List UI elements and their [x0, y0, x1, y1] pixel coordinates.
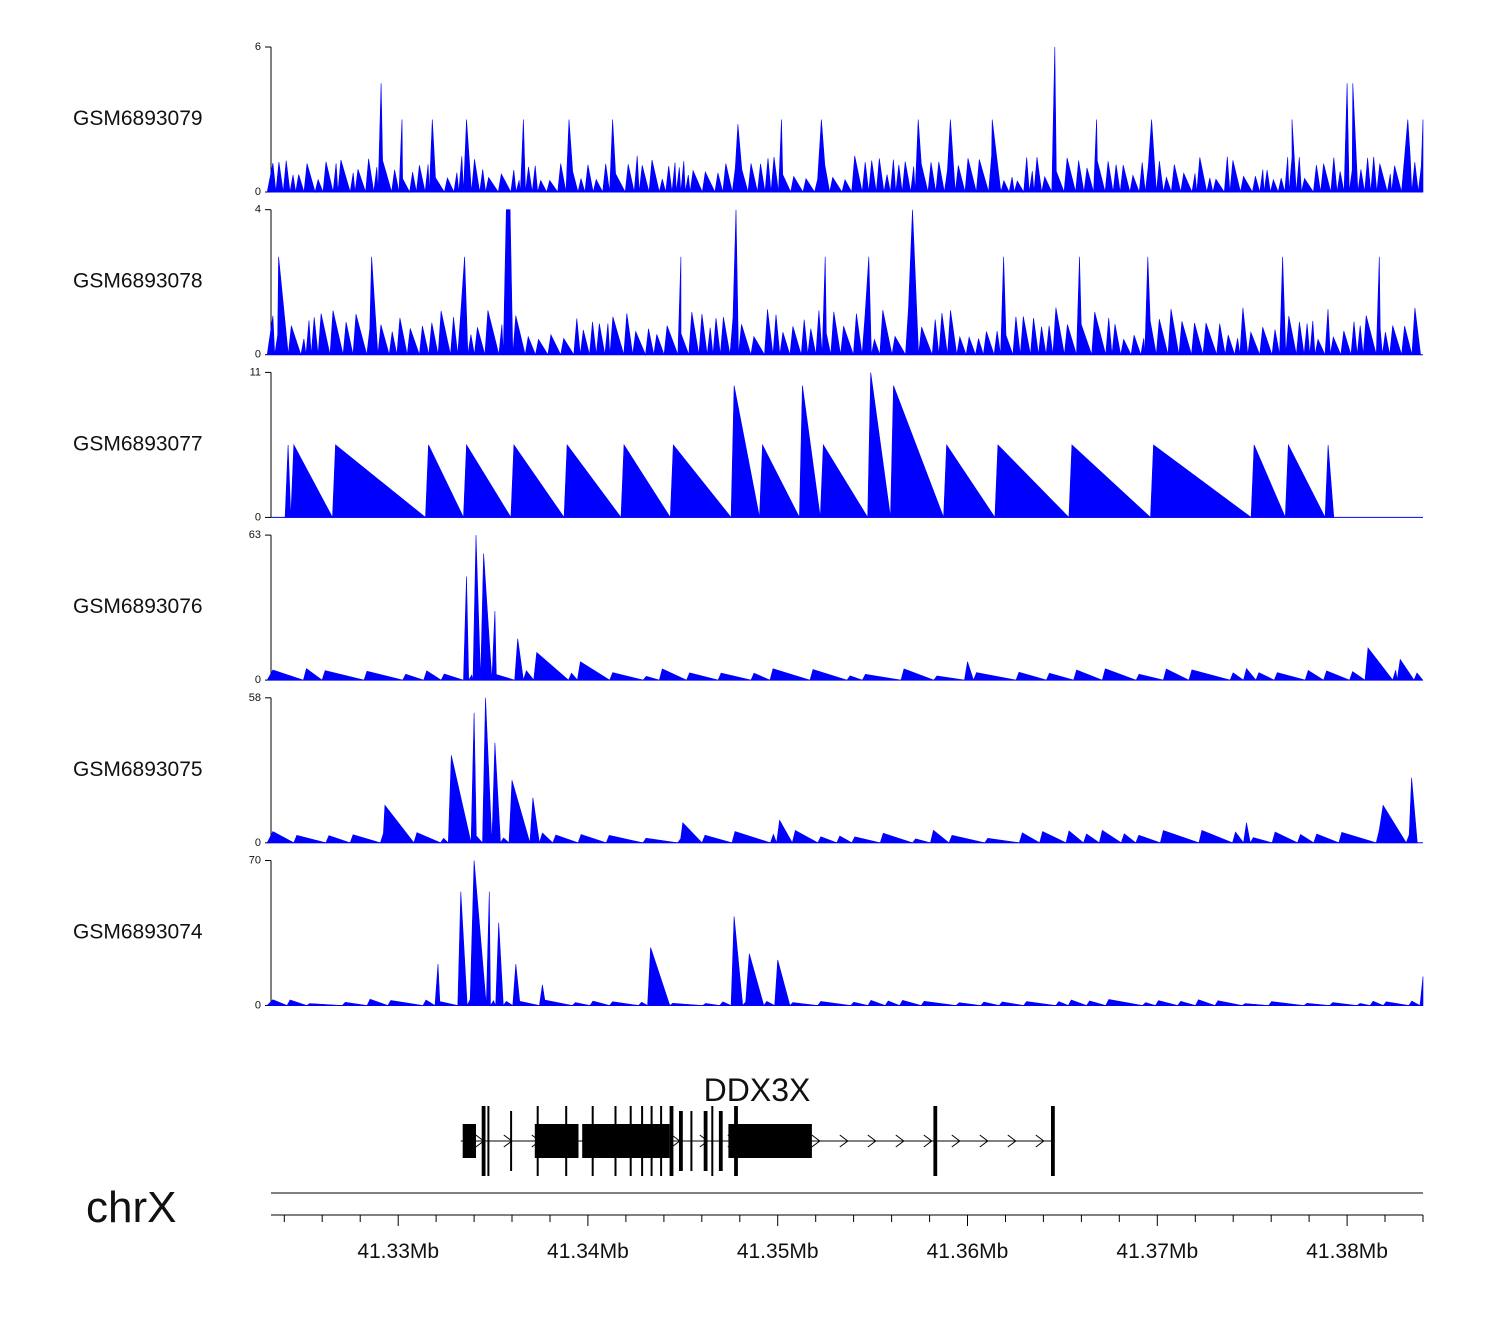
y-min-label: 0 [255, 674, 261, 686]
gene-name-label: DDX3X [704, 1072, 811, 1108]
strand-arrow [895, 1134, 905, 1148]
exon [614, 1106, 617, 1176]
exon [650, 1106, 653, 1176]
y-min-label: 0 [255, 186, 261, 198]
strand-arrow [1035, 1134, 1045, 1148]
y-min-label: 0 [255, 837, 261, 849]
y-max-label: 70 [249, 855, 261, 867]
exon [629, 1106, 632, 1176]
coverage-area [266, 46, 1424, 194]
track-label: GSM6893074 [73, 921, 203, 944]
axis-tick-label: 41.37Mb [1116, 1240, 1198, 1263]
track-GSM6893077: GSM6893077 11 0 [73, 366, 1423, 523]
genomic-axis: chrX 41.33Mb 41.34Mb 41.35Mb 41.36Mb 41.37Mb… [86, 1183, 1424, 1263]
track-GSM6893074: GSM6893074 70 0 [73, 855, 1424, 1012]
track-GSM6893075: GSM6893075 58 0 [73, 692, 1423, 849]
track-GSM6893076: GSM6893076 63 0 [73, 529, 1424, 686]
axis-tick-label: 41.34Mb [547, 1240, 629, 1263]
track-GSM6893078: GSM6893078 4 0 [73, 204, 1423, 361]
exon [462, 1124, 476, 1158]
gene-annotation-track: DDX3X [460, 1072, 1055, 1176]
exon [660, 1106, 663, 1176]
axis-tick-label: 41.36Mb [927, 1240, 1009, 1263]
exon [536, 1106, 539, 1176]
track-label: GSM6893075 [73, 758, 203, 781]
coverage-tracks: GSM689307960GSM689307840GSM6893077110GSM… [73, 41, 1424, 1012]
y-max-label: 58 [249, 692, 261, 704]
y-max-label: 4 [255, 204, 261, 216]
strand-arrow [699, 1134, 709, 1148]
strand-arrow [867, 1134, 877, 1148]
exon [703, 1111, 708, 1171]
exon [728, 1124, 812, 1158]
track-label: GSM6893078 [73, 270, 203, 293]
strand-arrow [811, 1134, 821, 1148]
coverage-area [266, 697, 1418, 844]
y-min-label: 0 [255, 511, 261, 523]
exon [711, 1106, 714, 1176]
axis-tick-label: 41.38Mb [1306, 1240, 1388, 1263]
exon [690, 1111, 693, 1171]
exon [487, 1106, 490, 1176]
exon [534, 1124, 579, 1158]
exon [718, 1111, 723, 1171]
coverage-area [266, 860, 1424, 1007]
track-label: GSM6893077 [73, 432, 203, 455]
strand-arrow [923, 1134, 933, 1148]
strand-arrow [839, 1134, 849, 1148]
track-GSM6893079: GSM6893079 6 0 [73, 41, 1424, 198]
strand-arrow [979, 1134, 989, 1148]
exon [933, 1106, 938, 1176]
strand-arrow [1007, 1134, 1017, 1148]
exon [565, 1106, 568, 1176]
y-min-label: 0 [255, 349, 261, 361]
track-label: GSM6893076 [73, 595, 203, 618]
coverage-area [282, 372, 1335, 519]
y-max-label: 63 [249, 529, 261, 541]
exon [582, 1124, 670, 1158]
exon [1051, 1106, 1055, 1176]
exon [669, 1106, 674, 1176]
track-label: GSM6893079 [73, 107, 203, 130]
exon [641, 1106, 644, 1176]
coverage-area [266, 535, 1424, 682]
axis-tick-label: 41.33Mb [357, 1240, 439, 1263]
exon [591, 1106, 594, 1176]
y-max-label: 6 [255, 41, 261, 53]
coverage-area [266, 209, 1421, 356]
strand-arrow [951, 1134, 961, 1148]
exon [679, 1111, 683, 1171]
axis-tick-label: 41.35Mb [737, 1240, 819, 1263]
exon [734, 1106, 738, 1176]
y-min-label: 0 [255, 1000, 261, 1012]
y-max-label: 11 [250, 366, 261, 378]
exon [481, 1106, 486, 1176]
exon [510, 1111, 513, 1171]
chromosome-label: chrX [86, 1183, 176, 1232]
